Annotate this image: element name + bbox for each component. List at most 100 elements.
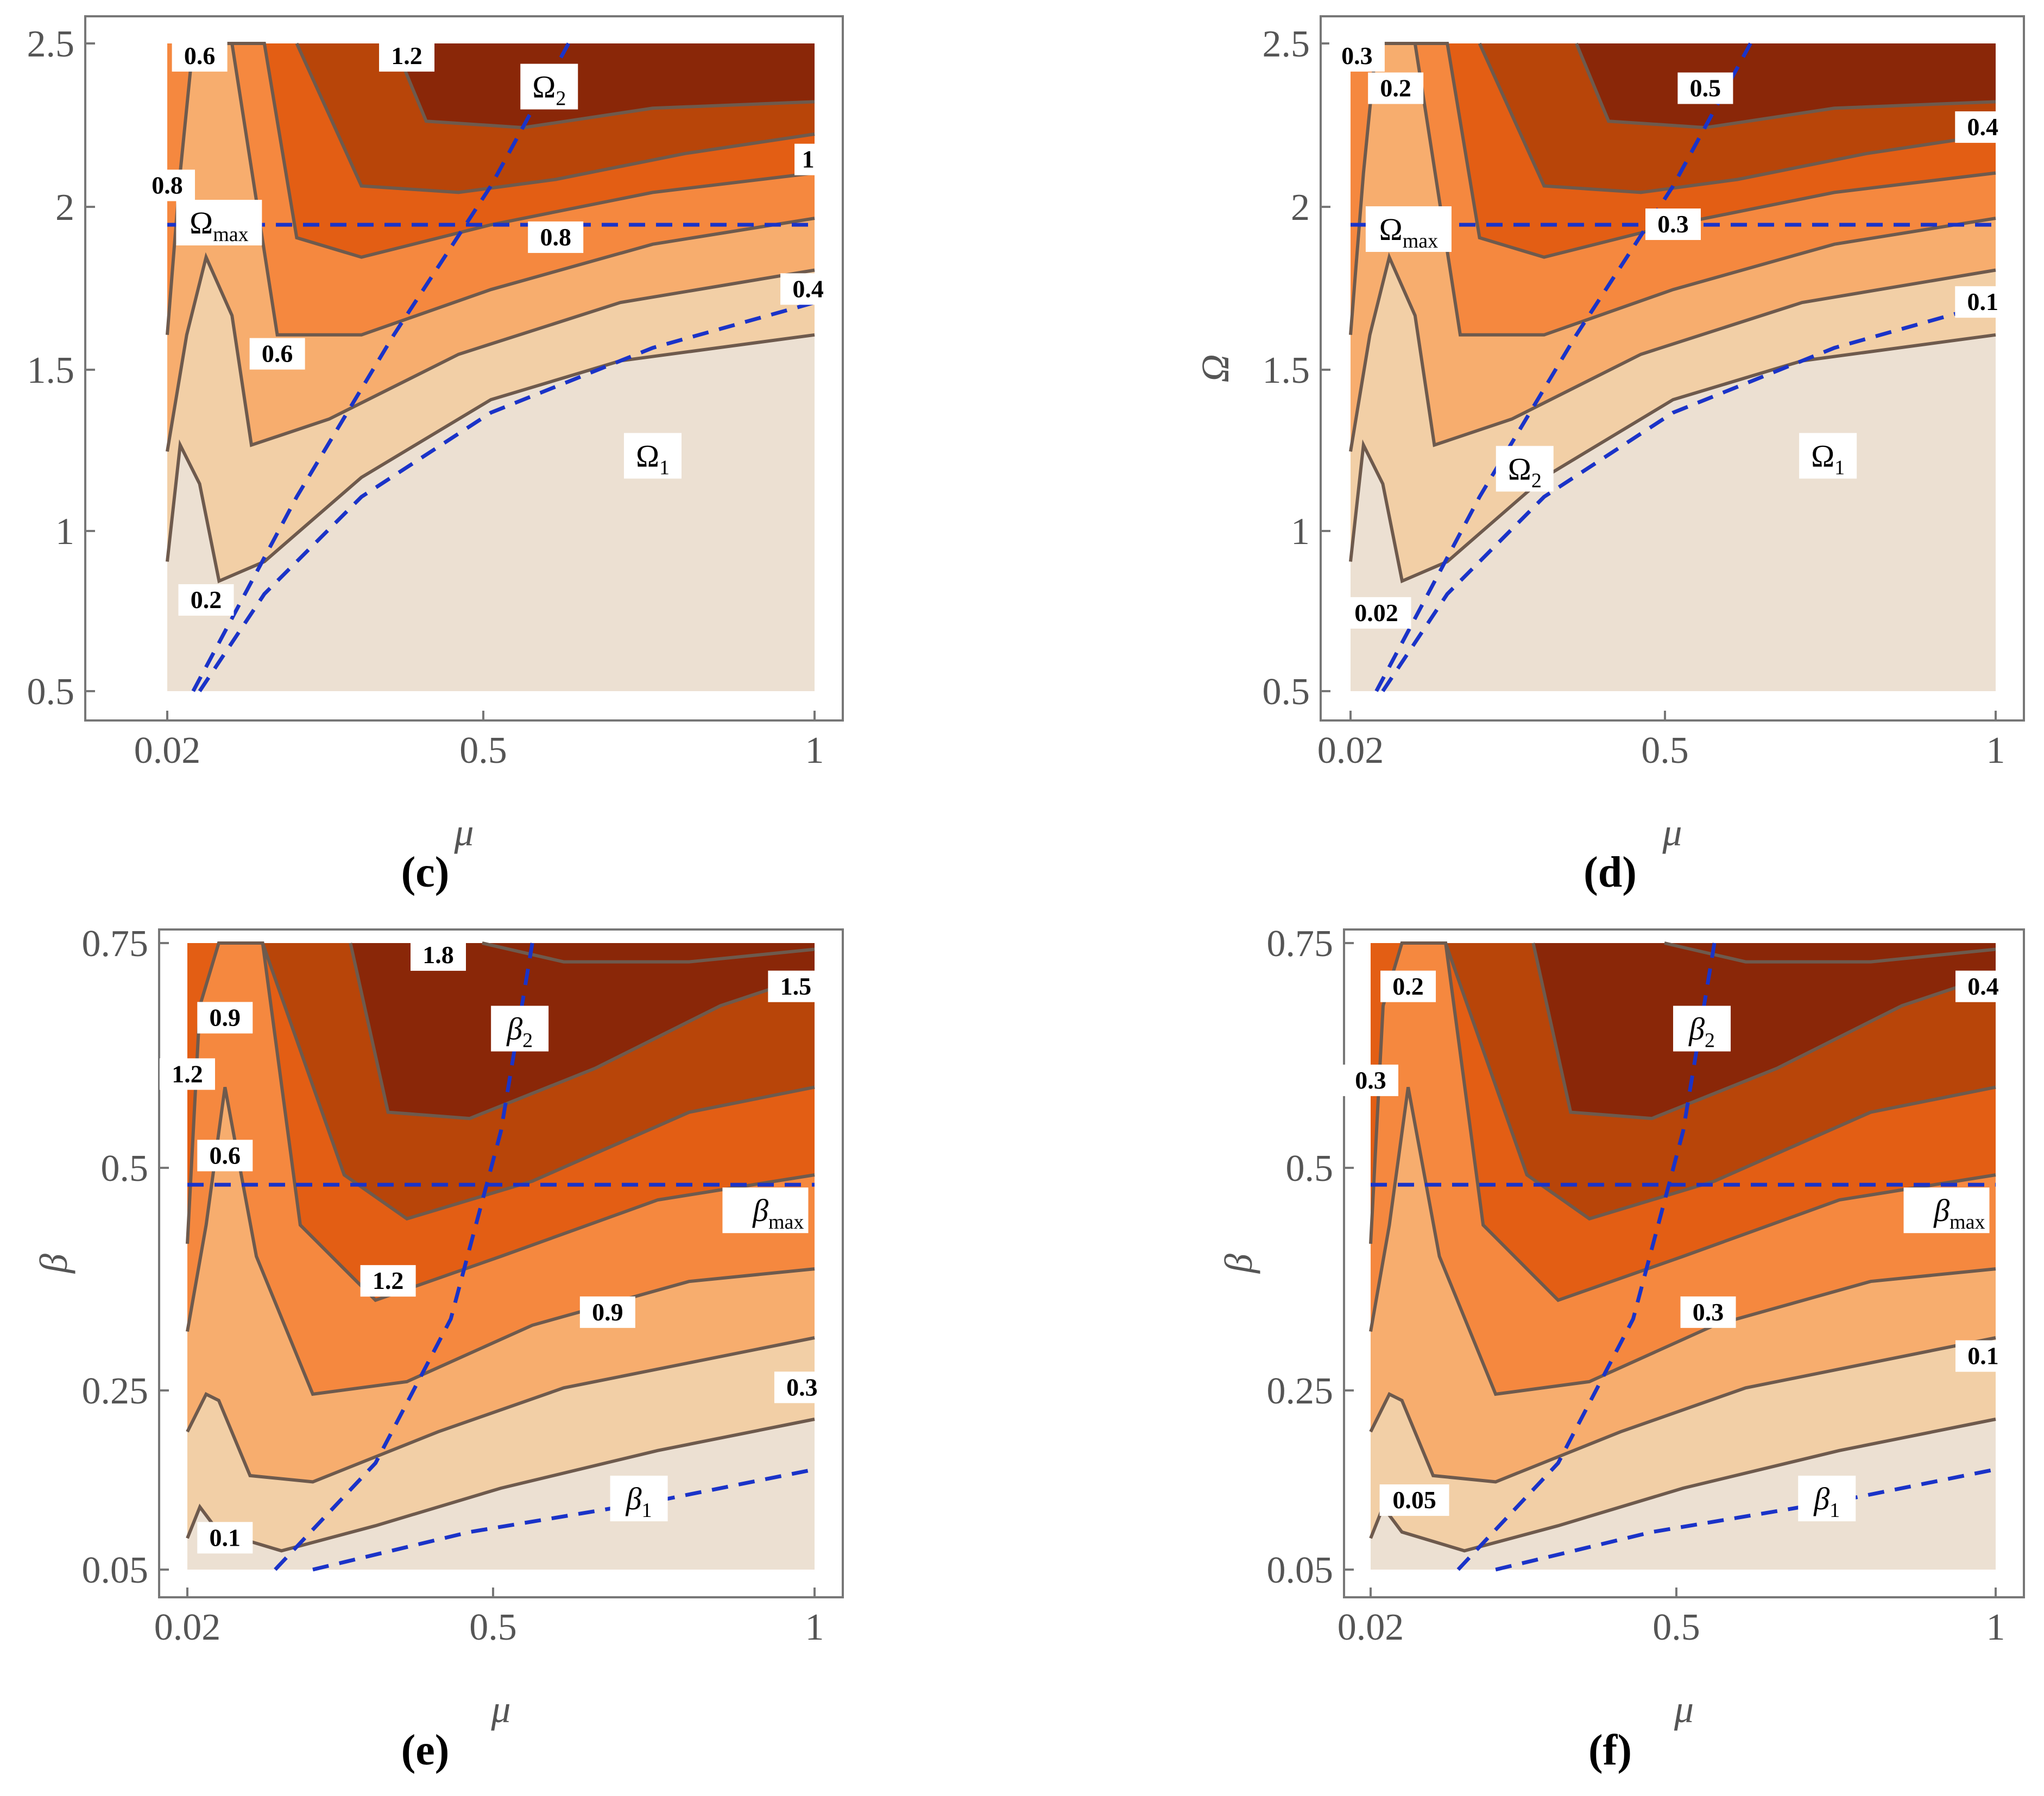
contour-label-bg bbox=[1368, 72, 1424, 104]
contour-line bbox=[1369, 1086, 1996, 1396]
x-tick-label: 1 bbox=[1986, 730, 2005, 771]
band-fill bbox=[1576, 43, 1996, 128]
contour-line bbox=[193, 42, 815, 259]
curve-max-label-bg bbox=[1365, 206, 1452, 252]
x-tick-label: 0.02 bbox=[134, 730, 201, 771]
contour-label: 0.6 bbox=[262, 340, 293, 368]
contour-label: 0.1 bbox=[210, 1523, 241, 1551]
panel-c: 0.5 1 1.5 2 2.5 0.02 0.5 1 μ Ω 0.6 1.2 0.8 1 0.8 0.4 0.6… bbox=[0, 15, 844, 896]
contour-label: 0.6 bbox=[210, 1141, 241, 1169]
contour-label-bg bbox=[1329, 40, 1385, 72]
curve-max-label: Ωmax bbox=[190, 205, 249, 246]
contour-label-bg bbox=[1955, 111, 2011, 143]
contour-label: 1.8 bbox=[422, 941, 454, 969]
contour-label: 0.8 bbox=[152, 171, 183, 199]
y-tick-label: 0.5 bbox=[27, 671, 75, 713]
y-axis-title: Ω bbox=[1194, 354, 1237, 382]
contour-label: 1.2 bbox=[172, 1060, 203, 1087]
y-tick-label: 1.5 bbox=[27, 350, 75, 391]
x-tick-label: 0.02 bbox=[1338, 1607, 1404, 1648]
contour-label-bg bbox=[1955, 970, 2011, 1002]
plot-frame bbox=[158, 928, 844, 1598]
contour-label-bg bbox=[579, 1296, 635, 1328]
contour-line bbox=[1444, 943, 1996, 1221]
contour-line bbox=[186, 1418, 815, 1553]
panel-caption: (e) bbox=[401, 1727, 450, 1774]
contour-label-bg bbox=[1955, 286, 2011, 318]
contour-label: 0.9 bbox=[592, 1298, 623, 1326]
y-axis-title: Ω bbox=[0, 354, 2, 382]
contour-line bbox=[1349, 252, 1996, 452]
y-tick-label: 2.5 bbox=[1263, 23, 1310, 65]
contour-line bbox=[1369, 1336, 1996, 1484]
y-tick-label: 2 bbox=[55, 187, 74, 229]
contour-line bbox=[186, 1336, 815, 1484]
contour-label-bg bbox=[794, 143, 822, 175]
contour-label-bg bbox=[1343, 1064, 1398, 1096]
curve-2-line bbox=[191, 42, 571, 692]
curve-1-label-bg bbox=[1798, 1476, 1856, 1522]
y-tick-label: 0.75 bbox=[82, 923, 149, 965]
contour-label-bg bbox=[379, 40, 435, 72]
x-tick-label: 0.5 bbox=[469, 1607, 517, 1648]
panel-caption: (c) bbox=[401, 849, 450, 896]
contour-label: 0.4 bbox=[792, 275, 824, 302]
contour-label-bg bbox=[197, 1522, 253, 1554]
y-axis-title: β bbox=[32, 1254, 75, 1274]
contour-label-bg bbox=[780, 273, 836, 305]
y-tick-label: 0.05 bbox=[1267, 1550, 1334, 1591]
curve-2-label: β2 bbox=[1688, 1011, 1715, 1052]
contour-line bbox=[1531, 943, 1996, 1121]
contour-line bbox=[166, 333, 815, 584]
y-tick-label: 0.5 bbox=[101, 1148, 149, 1190]
contour-line bbox=[1349, 333, 1996, 584]
contour-label: 0.5 bbox=[1690, 74, 1721, 102]
y-tick-label: 2 bbox=[1291, 187, 1310, 229]
y-tick-label: 0.75 bbox=[1267, 923, 1334, 965]
x-tick-label: 0.5 bbox=[459, 730, 507, 771]
curve-1-label: Ω1 bbox=[1811, 439, 1845, 479]
curve-max-label: βmax bbox=[1933, 1193, 1985, 1234]
contour-label-bg bbox=[1677, 72, 1733, 104]
curve-1-label: Ω1 bbox=[636, 439, 670, 479]
contour-label: 1 bbox=[802, 146, 815, 173]
y-tick-label: 2.5 bbox=[27, 23, 75, 65]
contour-label-bg bbox=[768, 970, 824, 1002]
curve-2-line bbox=[1456, 943, 1717, 1571]
y-axis-title: β bbox=[1217, 1254, 1260, 1274]
contour-label: 0.4 bbox=[1967, 972, 1999, 1000]
curve-1-label-bg bbox=[1799, 433, 1857, 479]
curve-1-line bbox=[1495, 1467, 1996, 1572]
panel-caption: (d) bbox=[1584, 849, 1637, 896]
plot-frame bbox=[1343, 928, 2025, 1598]
contour-label-bg bbox=[197, 1002, 253, 1034]
curve-2-line bbox=[274, 943, 534, 1571]
panel-caption: (f) bbox=[1588, 1727, 1632, 1774]
band-fill bbox=[1533, 943, 1996, 1119]
contour-line bbox=[349, 943, 815, 1121]
contour-label-bg bbox=[1955, 1340, 2011, 1372]
x-axis-title: μ bbox=[453, 811, 474, 854]
curve-1-line bbox=[198, 300, 815, 692]
y-tick-label: 0.25 bbox=[1267, 1370, 1334, 1412]
contour-line bbox=[186, 941, 815, 1302]
curve-2-label-bg bbox=[1496, 446, 1554, 492]
x-tick-label: 0.02 bbox=[154, 1607, 221, 1648]
y-tick-label: 1 bbox=[1291, 511, 1310, 553]
contour-line bbox=[186, 1086, 815, 1396]
panel-e: 0.05 0.25 0.5 0.75 0.02 0.5 1 μ β 1.8 1.5 0.9 1.2 0.6… bbox=[32, 923, 844, 1774]
curve-max-label: βmax bbox=[752, 1193, 804, 1234]
contour-label: 0.02 bbox=[1354, 599, 1398, 627]
curve-1-line bbox=[312, 1467, 815, 1572]
contour-label-bg bbox=[360, 1265, 416, 1297]
x-tick-label: 1 bbox=[805, 1607, 824, 1648]
curve-2-label-bg bbox=[491, 1005, 549, 1052]
contour-label-bg bbox=[197, 1140, 253, 1172]
contour-label-bg bbox=[411, 939, 466, 971]
band-fill bbox=[394, 43, 815, 128]
curve-max-label-bg bbox=[176, 200, 262, 246]
contour-line bbox=[166, 42, 815, 337]
curve-2-label: Ω2 bbox=[1508, 451, 1542, 492]
contour-label-bg bbox=[1379, 1484, 1449, 1516]
